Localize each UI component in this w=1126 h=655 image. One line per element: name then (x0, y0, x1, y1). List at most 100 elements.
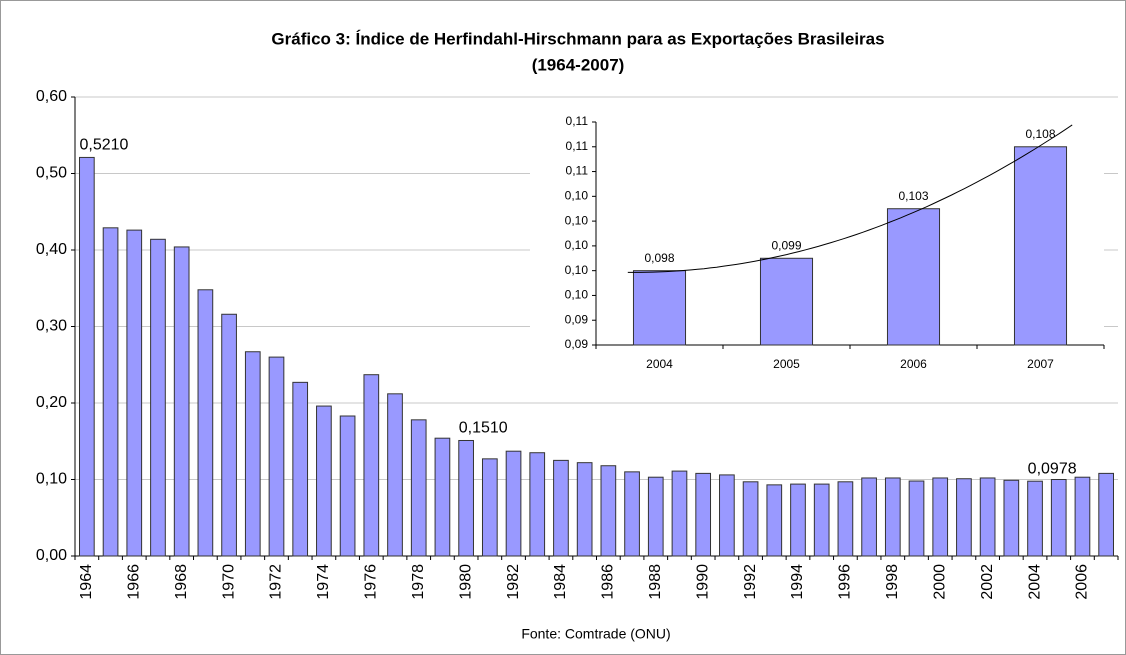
bar (410, 419, 427, 557)
data-label: 0,108 (1025, 127, 1055, 141)
y-tick-label: 0,30 (36, 318, 67, 335)
bar (316, 405, 332, 557)
bar (576, 462, 593, 557)
bar (1027, 480, 1043, 557)
x-tick-label: 1974 (315, 564, 332, 600)
x-tick-label: 1990 (694, 564, 711, 600)
x-tick-label: 1996 (837, 564, 854, 600)
y-tick-label: 0,20 (36, 394, 67, 411)
inset-background (530, 108, 1104, 388)
bar (632, 270, 687, 346)
bar (150, 238, 166, 557)
bar (1098, 472, 1114, 557)
x-tick-label: 1994 (789, 564, 806, 600)
data-label: 0,1510 (459, 420, 508, 437)
x-tick-label: 1984 (552, 564, 569, 600)
bar (671, 470, 688, 557)
y-tick-label: 0,10 (36, 471, 67, 488)
bar (742, 481, 759, 557)
bar (861, 477, 877, 557)
bar (529, 452, 546, 557)
bar (1050, 479, 1067, 557)
y-tick-label: 0,00 (36, 547, 67, 564)
bar (339, 415, 356, 557)
bar (268, 356, 285, 557)
x-tick-label: 1988 (647, 564, 664, 600)
x-tick-label: 2002 (979, 564, 996, 600)
bar (1003, 479, 1020, 557)
y-tick-label: 0,50 (36, 165, 67, 182)
bar (837, 481, 854, 557)
x-tick-label: 1992 (742, 564, 759, 600)
bar (932, 477, 949, 557)
x-tick-label: 2007 (1027, 357, 1054, 371)
data-label: 0,103 (898, 189, 928, 203)
x-tick-label: 1986 (600, 564, 617, 600)
x-tick-label: 2000 (931, 564, 948, 600)
y-tick-label: 0,10 (565, 213, 589, 227)
x-tick-label: 1998 (884, 564, 901, 600)
x-tick-label: 1966 (125, 564, 142, 600)
x-tick-label: 1978 (410, 564, 427, 600)
x-tick-label: 2004 (1026, 564, 1043, 600)
bar (790, 483, 806, 557)
bar (505, 450, 522, 557)
bar (886, 208, 941, 346)
y-tick-label: 0,10 (565, 288, 589, 302)
bar (813, 483, 830, 557)
x-tick-label: 2006 (900, 357, 927, 371)
x-tick-label: 1976 (363, 564, 380, 600)
x-tick-label: 2006 (1074, 564, 1091, 600)
bar (600, 465, 617, 557)
bar (126, 229, 143, 557)
bar (173, 246, 190, 557)
x-tick-label: 2005 (773, 357, 800, 371)
trend-line (627, 124, 1073, 273)
y-tick-label: 0,10 (565, 263, 589, 277)
bar (979, 477, 996, 557)
bar (553, 459, 569, 557)
bar (221, 313, 237, 557)
x-tick-label: 2004 (646, 357, 673, 371)
bar (1013, 146, 1068, 346)
bar (363, 374, 380, 557)
x-tick-label: 1982 (505, 564, 522, 600)
x-tick-label: 1964 (78, 564, 95, 600)
y-tick-label: 0,10 (565, 238, 589, 252)
bar (647, 476, 664, 557)
x-tick-label: 1968 (173, 564, 190, 600)
bar (719, 474, 735, 557)
data-label: 0,0978 (1028, 460, 1077, 477)
bar (79, 156, 95, 557)
bar (387, 393, 403, 557)
bar (481, 458, 498, 557)
y-tick-label: 0,40 (36, 241, 67, 258)
bar (434, 437, 451, 557)
y-tick-label: 0,09 (565, 312, 589, 326)
y-tick-label: 0,11 (566, 114, 589, 128)
x-tick-label: 1972 (268, 564, 285, 600)
chart-title: Gráfico 3: Índice de Herfindahl-Hirschma… (271, 29, 884, 48)
y-tick-label: 0,11 (566, 164, 589, 178)
bar (292, 381, 309, 557)
bar (908, 480, 925, 557)
bar (759, 257, 814, 346)
chart-title: (1964-2007) (532, 55, 625, 74)
data-label: 0,098 (644, 251, 674, 265)
y-tick-label: 0,09 (565, 337, 589, 351)
y-tick-label: 0,11 (566, 139, 589, 153)
bar (695, 472, 712, 557)
bar (244, 351, 261, 557)
x-tick-label: 1970 (220, 564, 237, 600)
bar (458, 439, 474, 557)
bar (884, 477, 901, 557)
bar (197, 289, 214, 557)
y-tick-label: 0,10 (565, 189, 589, 203)
bar (956, 478, 972, 557)
bar (102, 227, 119, 557)
bar (766, 484, 783, 557)
bar (1074, 476, 1091, 557)
x-tick-label: 1980 (457, 564, 474, 600)
bar (624, 471, 640, 557)
